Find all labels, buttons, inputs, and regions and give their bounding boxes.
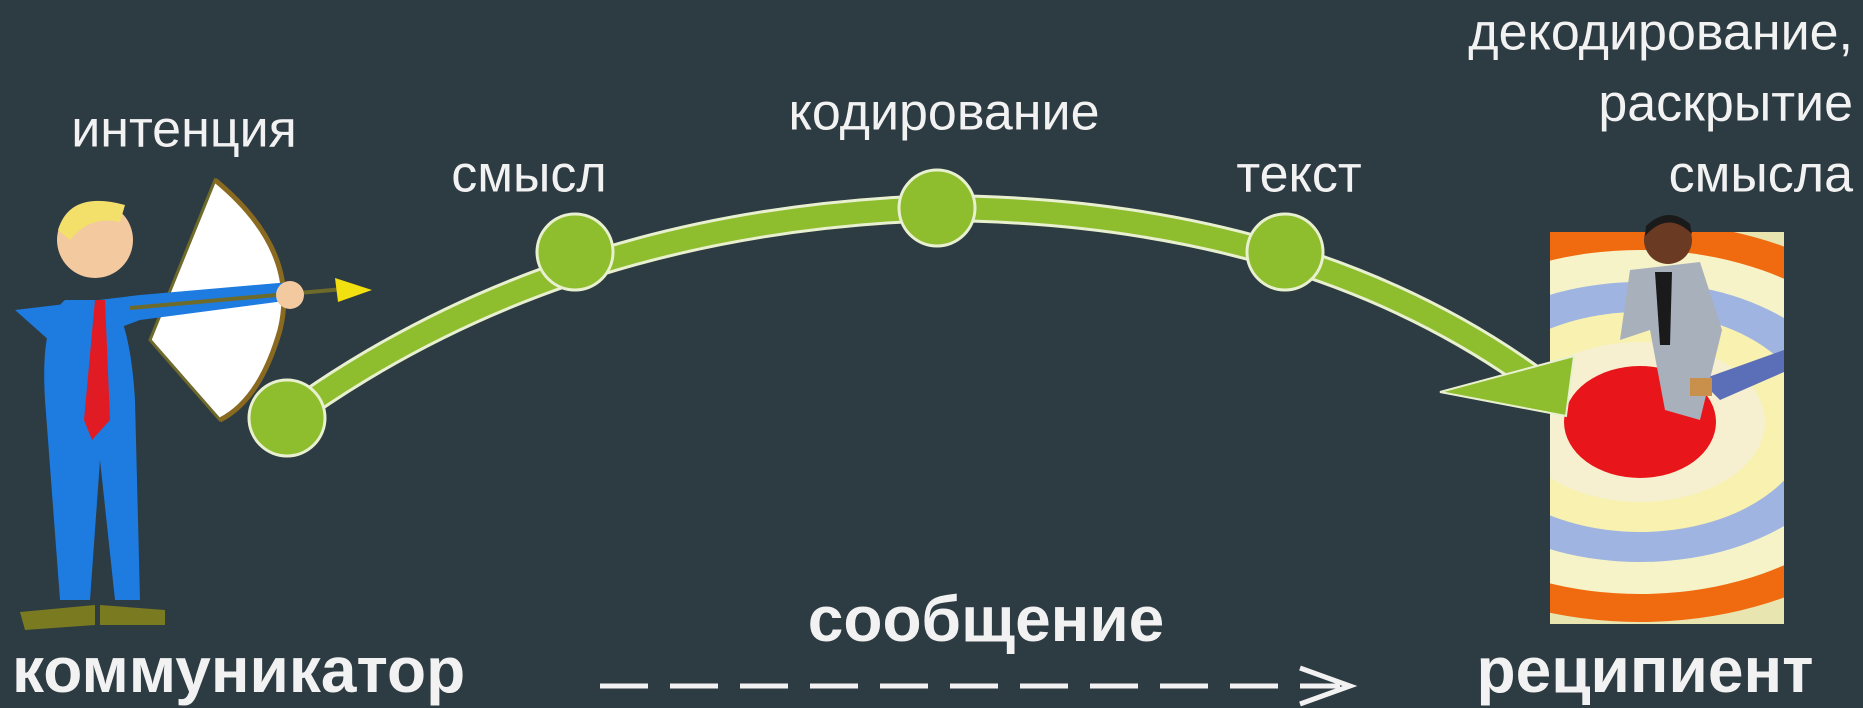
message-label: сообщение	[808, 583, 1165, 655]
node	[537, 214, 613, 290]
node	[249, 380, 325, 456]
coding-label: кодирование	[789, 84, 1100, 142]
node	[899, 170, 975, 246]
decoding-label: декодирование,	[1468, 4, 1853, 62]
intention-label: интенция	[71, 101, 297, 159]
communicator-label: коммуникатор	[12, 634, 465, 706]
diagram: интенция смысл кодирование текст декодир…	[0, 0, 1863, 708]
recipient-label: реципиент	[1477, 634, 1814, 706]
decoding-label: раскрытие	[1598, 75, 1853, 133]
meaning-label: смысл	[451, 146, 606, 204]
node	[1247, 214, 1323, 290]
decoding-label: смысла	[1669, 146, 1853, 204]
text-label: текст	[1236, 146, 1361, 204]
